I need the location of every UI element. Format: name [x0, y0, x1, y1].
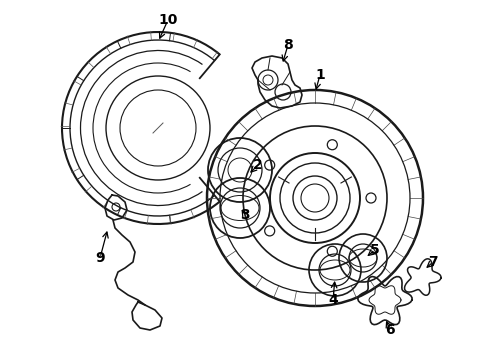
Text: 2: 2 — [253, 158, 263, 172]
Text: 7: 7 — [428, 255, 438, 269]
Text: 9: 9 — [95, 251, 105, 265]
Text: 4: 4 — [328, 293, 338, 307]
Text: 5: 5 — [370, 243, 380, 257]
Text: 10: 10 — [158, 13, 178, 27]
Text: 8: 8 — [283, 38, 293, 52]
Text: 6: 6 — [385, 323, 395, 337]
Text: 1: 1 — [315, 68, 325, 82]
Text: 3: 3 — [240, 208, 250, 222]
